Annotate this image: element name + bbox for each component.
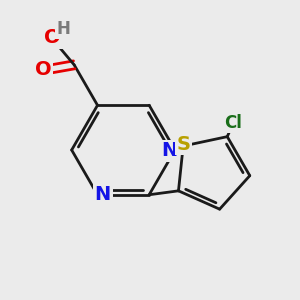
Text: N: N	[95, 184, 111, 204]
Text: Cl: Cl	[224, 114, 242, 132]
Text: O: O	[35, 60, 51, 79]
Text: S: S	[177, 134, 191, 154]
Text: H: H	[56, 20, 70, 38]
Text: N: N	[161, 141, 178, 160]
Text: O: O	[44, 28, 61, 47]
